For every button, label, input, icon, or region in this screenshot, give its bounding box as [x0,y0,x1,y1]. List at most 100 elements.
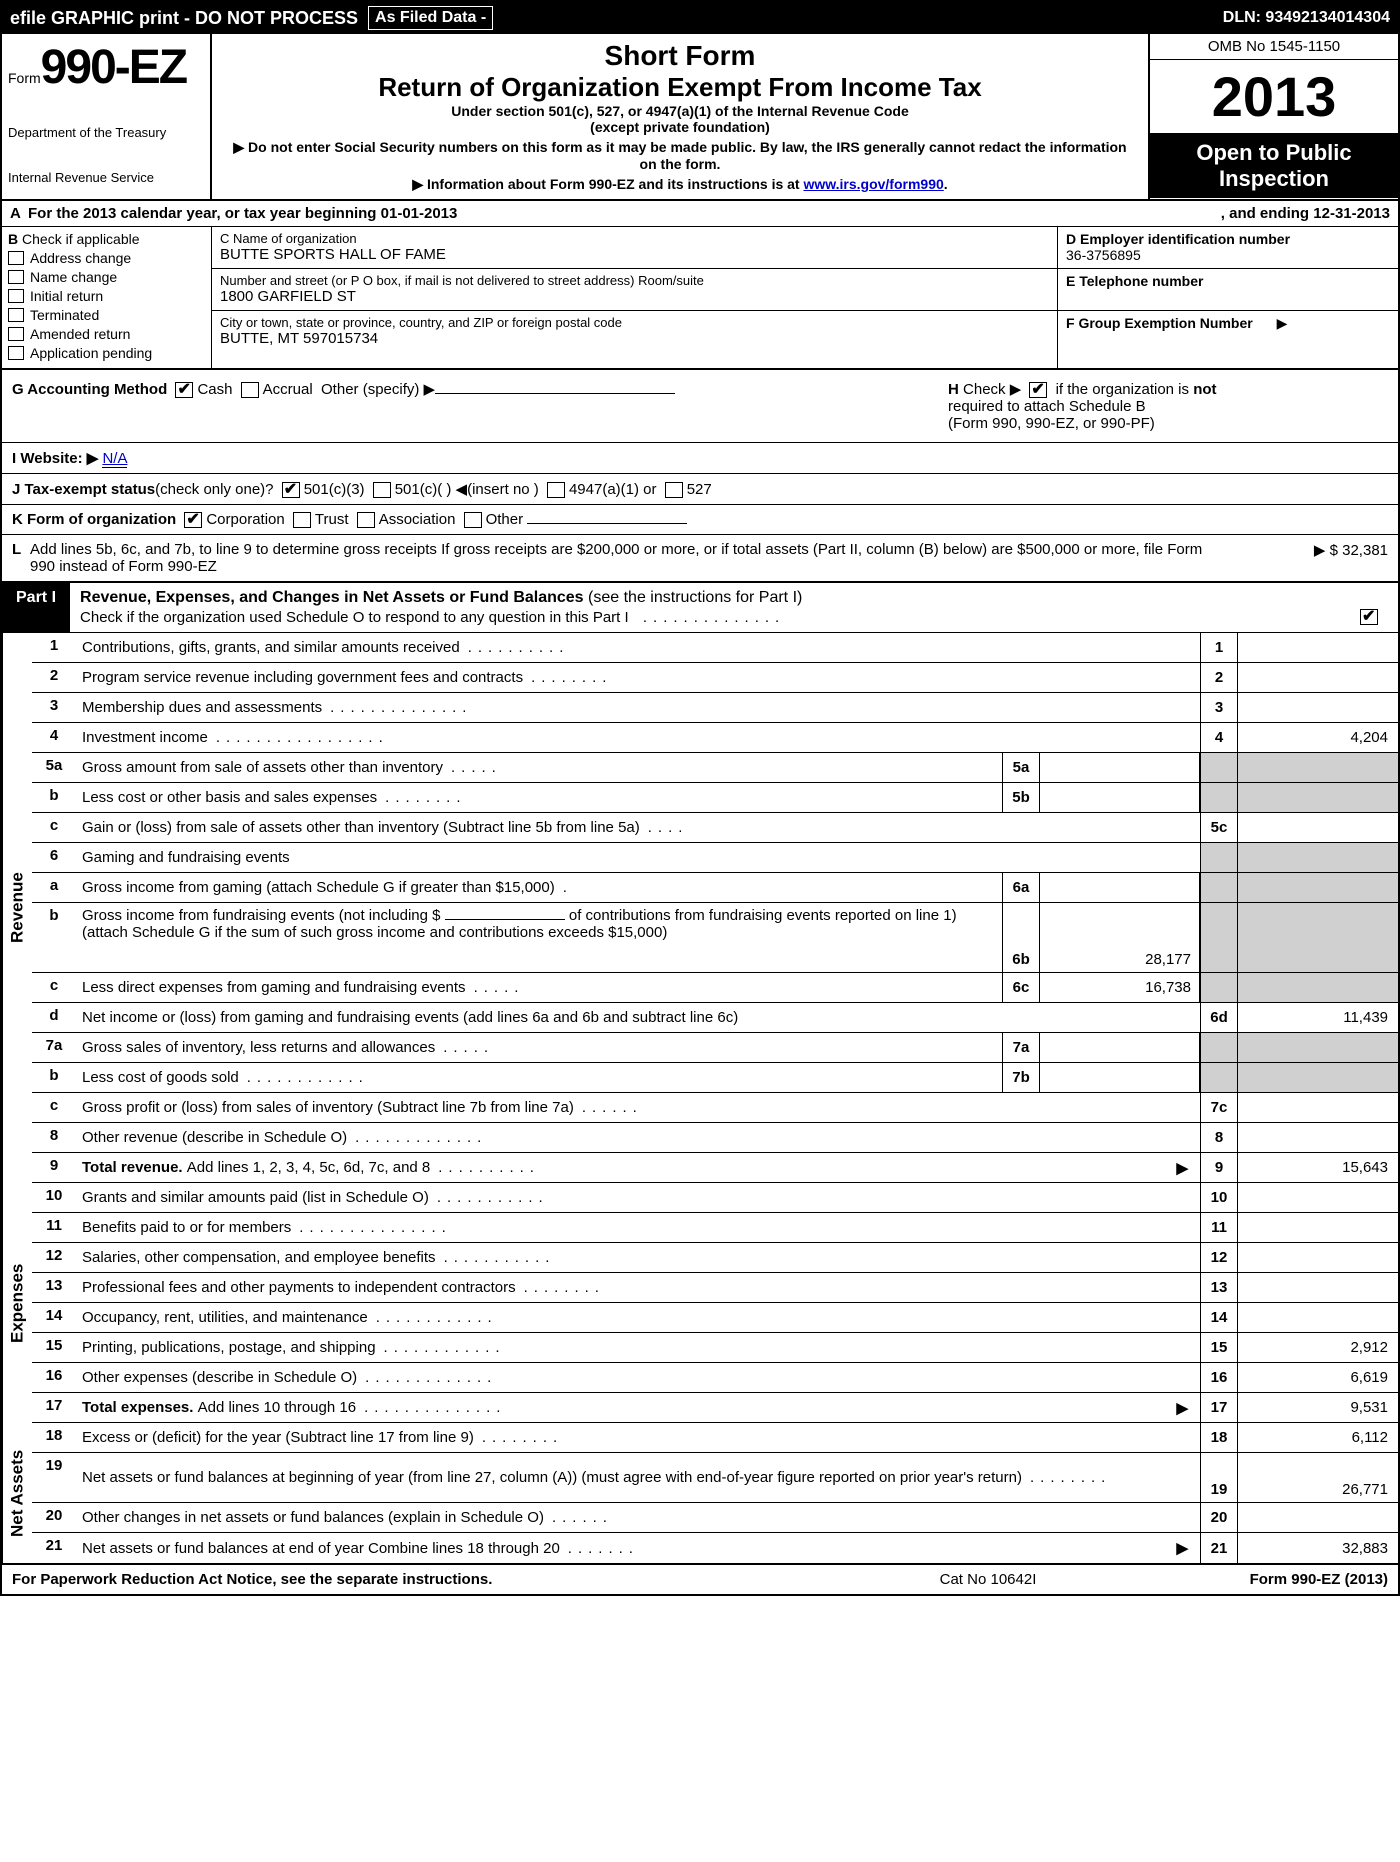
other-specify-line[interactable] [435,393,675,394]
cb-501c3[interactable] [282,482,300,498]
l-amount: ▶ $ 32,381 [1208,541,1388,575]
part-1-title-text: Revenue, Expenses, and Changes in Net As… [80,589,584,606]
cb-other-org[interactable] [464,512,482,528]
dln-text: DLN: 93492134014304 [1223,9,1390,27]
cb-527[interactable] [665,482,683,498]
right-num: 5c [1200,813,1238,842]
line-desc: Gain or (loss) from sale of assets other… [76,813,1200,842]
desc-text: Program service revenue including govern… [82,669,523,686]
desc-text2: Add lines 1, 2, 3, 4, 5c, 6d, 7c, and 8 [187,1159,431,1176]
h-text2: if the organization is [1056,381,1189,398]
right-amt: 26,771 [1238,1453,1398,1502]
cb-name-change[interactable]: Name change [8,269,205,285]
cb-initial-return[interactable]: Initial return [8,288,205,304]
right-amt [1238,1123,1398,1152]
dots: ............ [384,1339,1194,1356]
opt-trust: Trust [315,511,349,528]
right-amt-gray [1238,973,1398,1002]
blank-line[interactable] [445,919,565,920]
right-num-gray [1200,753,1238,782]
right-num-gray [1200,973,1238,1002]
line-6: 6 Gaming and fundraising events [32,843,1398,873]
sub-amt [1040,1063,1200,1092]
desc-text: Printing, publications, postage, and shi… [82,1339,376,1356]
cb-4947[interactable] [547,482,565,498]
line-7a: 7a Gross sales of inventory, less return… [32,1033,1398,1063]
cb-trust[interactable] [293,512,311,528]
under-section: Under section 501(c), 527, or 4947(a)(1)… [224,103,1136,119]
footer-right: Form 990-EZ (2013) [1138,1571,1388,1588]
right-num: 8 [1200,1123,1238,1152]
sub-num: 6b [1002,903,1040,972]
cb-address-change[interactable]: Address change [8,250,205,266]
right-amt: 15,643 [1238,1153,1398,1182]
part-1-sub2-text: Check if the organization used Schedule … [80,609,629,626]
right-amt: 11,439 [1238,1003,1398,1032]
line-5a: 5a Gross amount from sale of assets othe… [32,753,1398,783]
cb-h[interactable] [1029,382,1047,398]
cb-amended-return[interactable]: Amended return [8,326,205,342]
row-i-website: I Website: ▶ N/A [2,443,1398,474]
cb-accrual[interactable] [241,382,259,398]
dots: ...... [582,1099,1194,1116]
line-num: 8 [32,1123,76,1152]
line-desc: Occupancy, rent, utilities, and maintena… [76,1303,1200,1332]
line-desc: Gross income from fundraising events (no… [76,903,1002,972]
cb-association[interactable] [357,512,375,528]
line-17: 17 Total expenses. Add lines 10 through … [32,1393,1398,1423]
form-label: Form990-EZ [8,40,204,95]
cb-cash[interactable] [175,382,193,398]
dots: .............. [643,609,785,626]
cb-application-pending[interactable]: Application pending [8,345,205,361]
info-grid: B Check if applicable Address change Nam… [2,227,1398,370]
calendar-year-row: A For the 2013 calendar year, or tax yea… [2,201,1398,227]
line-1: 1 Contributions, gifts, grants, and simi… [32,633,1398,663]
website-value[interactable]: N/A [102,450,127,468]
right-num: 13 [1200,1273,1238,1302]
desc-text: Net income or (loss) from gaming and fun… [82,1009,738,1026]
line-num: 13 [32,1273,76,1302]
line-desc: Net assets or fund balances at beginning… [76,1453,1200,1502]
sub-amt [1040,783,1200,812]
irs-link[interactable]: www.irs.gov/form990 [803,176,943,192]
l-label: L [12,541,30,575]
dots: .............. [330,699,1194,716]
right-num: 17 [1200,1393,1238,1422]
line-14: 14 Occupancy, rent, utilities, and maint… [32,1303,1398,1333]
form-number: 990-EZ [41,41,186,94]
line-desc: Gross income from gaming (attach Schedul… [76,873,1002,902]
opt-corp: Corporation [206,511,284,528]
line-desc: Net assets or fund balances at end of ye… [76,1533,1200,1563]
line-desc: Less cost or other basis and sales expen… [76,783,1002,812]
cb-schedule-o[interactable] [1360,609,1378,625]
k-label: K Form of organization [12,511,176,528]
dots: ........ [524,1279,1194,1296]
other-org-line[interactable] [527,523,687,524]
cal-year-text2: , and ending 12-31-2013 [1221,205,1390,222]
sub-num: 7b [1002,1063,1040,1092]
desc-text: Membership dues and assessments [82,699,322,716]
desc-text: Gain or (loss) from sale of assets other… [82,819,640,836]
header-left: Form990-EZ Department of the Treasury In… [2,34,212,199]
dept-irs: Internal Revenue Service [8,170,204,185]
line-desc: Benefits paid to or for members.........… [76,1213,1200,1242]
street-section: Number and street (or P O box, if mail i… [212,269,1057,311]
note-info: ▶ Information about Form 990-EZ and its … [224,176,1136,193]
dots: ..... [474,979,996,996]
cb-terminated[interactable]: Terminated [8,307,205,323]
f-arrow: ▶ [1277,315,1288,331]
line-desc: Excess or (deficit) for the year (Subtra… [76,1423,1200,1452]
line-desc: Total revenue. Add lines 1, 2, 3, 4, 5c,… [76,1153,1200,1182]
expenses-lines: 10 Grants and similar amounts paid (list… [32,1183,1398,1423]
group-exemption-section: F Group Exemption Number ▶ [1058,311,1398,353]
dots: ........... [444,1249,1194,1266]
top-bar: efile GRAPHIC print - DO NOT PROCESS As … [2,2,1398,34]
line-desc: Contributions, gifts, grants, and simila… [76,633,1200,662]
cb-501c[interactable] [373,482,391,498]
dots: .............. [364,1399,1170,1416]
line-num: b [32,783,76,812]
cb-corporation[interactable] [184,512,202,528]
return-title: Return of Organization Exempt From Incom… [224,72,1136,103]
form-page: efile GRAPHIC print - DO NOT PROCESS As … [0,0,1400,1596]
part-1-label: Part I [2,583,70,632]
